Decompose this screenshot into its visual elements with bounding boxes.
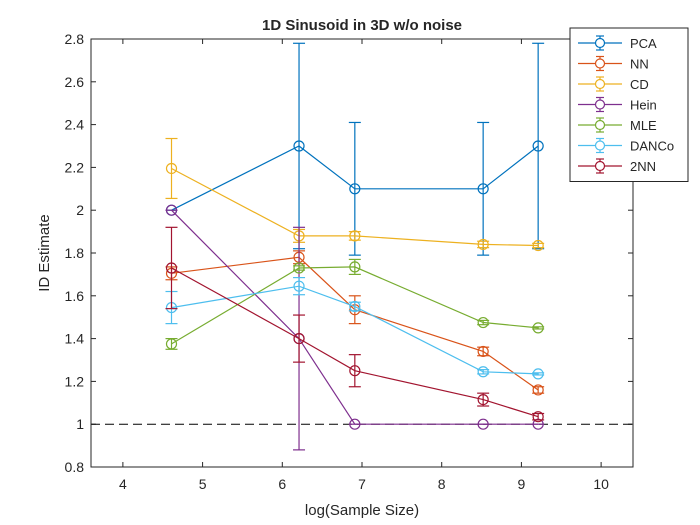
legend-marker <box>594 160 606 172</box>
series-cd <box>165 137 545 252</box>
data-point <box>349 365 361 377</box>
legend-item-pca: PCA <box>578 35 657 51</box>
y-tick-label: 2.4 <box>65 117 85 133</box>
data-point <box>532 368 544 380</box>
data-point <box>165 204 178 216</box>
y-tick-label: 2.8 <box>65 31 85 47</box>
data-point <box>477 418 489 430</box>
x-tick-label: 5 <box>199 476 207 492</box>
y-tick-label: 1 <box>76 416 84 432</box>
y-tick-label: 2 <box>76 202 84 218</box>
x-tick-label: 7 <box>358 476 366 492</box>
legend-label: DANCo <box>630 139 674 154</box>
x-axis-label: log(Sample Size) <box>305 502 419 519</box>
data-point <box>532 239 544 252</box>
chart-title: 1D Sinusoid in 3D w/o noise <box>262 17 462 34</box>
data-point <box>477 183 489 195</box>
plot-area <box>91 39 633 467</box>
y-tick-label: 0.8 <box>65 459 85 475</box>
legend: PCA NN CD Hein MLE DANCo 2NN <box>569 27 689 182</box>
data-point <box>477 366 489 378</box>
data-point <box>293 262 305 274</box>
data-point <box>349 261 361 273</box>
data-point <box>477 316 489 329</box>
data-point <box>349 183 361 195</box>
legend-label: PCA <box>630 36 657 51</box>
legend-item-danco: DANCo <box>578 137 674 154</box>
data-point <box>477 238 489 251</box>
data-point <box>349 418 361 430</box>
ticks-layer: 4 5 6 7 8 9 10 0.8 1 1.2 1.4 1.6 1.8 2 2.2 2.4 2.6 2.8 <box>65 31 633 492</box>
x-tick-label: 8 <box>438 476 446 492</box>
data-point <box>293 333 305 345</box>
legend-label: CD <box>630 77 649 92</box>
y-axis-label: ID Estimate <box>36 214 53 292</box>
legend-label: Hein <box>630 98 657 113</box>
legend-label: MLE <box>630 118 657 133</box>
legend-marker <box>594 58 606 69</box>
series-danco <box>165 277 545 380</box>
plot-frame <box>90 38 634 468</box>
x-tick-label: 10 <box>593 476 609 492</box>
data-point <box>165 162 178 175</box>
legend-label: NN <box>630 57 649 72</box>
y-tick-label: 1.2 <box>65 373 85 389</box>
series-pca <box>165 42 545 256</box>
legend-marker <box>594 99 606 110</box>
series-2nn <box>165 226 545 423</box>
data-point <box>532 411 544 423</box>
legend-item-mle: MLE <box>578 117 657 133</box>
data-point <box>532 384 544 396</box>
x-tick-label: 4 <box>119 476 127 492</box>
data-point <box>165 338 178 350</box>
data-point <box>349 300 361 313</box>
data-point <box>349 230 361 242</box>
series-layer <box>165 42 545 451</box>
data-point <box>477 345 489 358</box>
y-tick-label: 1.6 <box>65 288 85 304</box>
legend-marker <box>594 78 606 90</box>
legend-item-cd: CD <box>578 76 649 92</box>
data-point <box>477 393 489 406</box>
y-tick-label: 2.6 <box>65 74 85 90</box>
legend-item-hein: Hein <box>578 96 657 113</box>
legend-marker <box>594 119 606 131</box>
y-tick-label: 2.2 <box>65 159 85 175</box>
data-point <box>532 140 544 152</box>
y-tick-label: 1.8 <box>65 245 85 261</box>
x-tick-label: 6 <box>278 476 286 492</box>
legend-item-2nn: 2NN <box>578 158 656 174</box>
legend-marker <box>594 37 606 49</box>
data-point <box>165 262 178 274</box>
x-tick-label: 9 <box>518 476 526 492</box>
legend-marker <box>594 140 606 151</box>
data-point <box>532 322 544 334</box>
legend-label: 2NN <box>630 159 656 174</box>
y-tick-label: 1.4 <box>65 331 85 347</box>
data-point <box>293 280 305 292</box>
data-point <box>293 140 305 152</box>
legend-item-nn: NN <box>578 55 649 72</box>
